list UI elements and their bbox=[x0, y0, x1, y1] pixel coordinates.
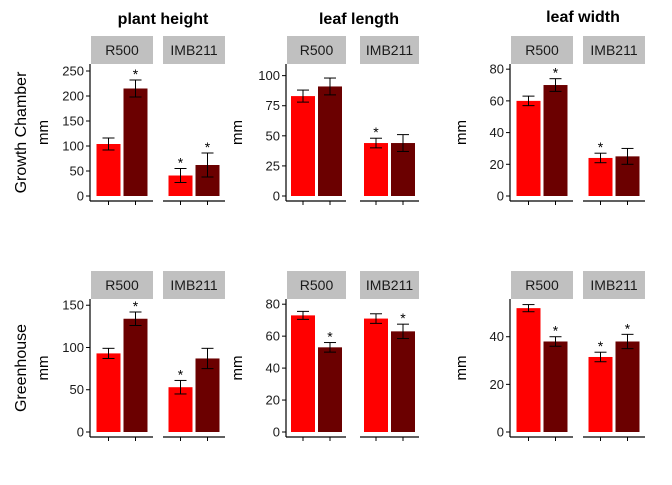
significance-marker: * bbox=[598, 338, 604, 354]
y-tick-label: 0 bbox=[497, 425, 504, 440]
bar bbox=[615, 341, 640, 432]
facet-strip-label: R500 bbox=[525, 42, 559, 58]
facet-strip bbox=[583, 271, 645, 299]
bar bbox=[588, 157, 613, 196]
significance-marker: * bbox=[133, 66, 139, 82]
facet-strip bbox=[163, 36, 225, 64]
y-tick-label: 40 bbox=[490, 125, 504, 140]
facet-strip-label: IMB211 bbox=[366, 42, 413, 58]
bar bbox=[96, 144, 121, 196]
significance-marker: * bbox=[178, 155, 184, 171]
facet-strip bbox=[91, 36, 153, 64]
y-axis-label: mm bbox=[229, 356, 246, 381]
y-tick-label: 60 bbox=[266, 329, 280, 344]
bar bbox=[516, 100, 541, 196]
column-title-plant-height: plant height bbox=[118, 11, 209, 28]
y-tick-label: 80 bbox=[266, 297, 280, 312]
significance-marker: * bbox=[133, 298, 139, 314]
significance-marker: * bbox=[327, 329, 333, 345]
significance-marker: * bbox=[178, 366, 184, 382]
y-axis-label: mm bbox=[35, 120, 52, 145]
y-tick-label: 50 bbox=[70, 382, 84, 397]
y-tick-label: 80 bbox=[490, 62, 504, 77]
y-tick-label: 60 bbox=[490, 93, 504, 108]
y-tick-label: 25 bbox=[266, 158, 280, 173]
row-label-greenhouse: Greenhouse bbox=[13, 324, 30, 412]
y-tick-label: 20 bbox=[490, 157, 504, 172]
facet-strip-label: IMB211 bbox=[590, 277, 637, 293]
bar bbox=[123, 88, 148, 196]
y-tick-label: 150 bbox=[62, 114, 84, 129]
significance-marker: * bbox=[373, 124, 379, 140]
y-tick-label: 0 bbox=[273, 189, 280, 204]
y-tick-label: 75 bbox=[266, 98, 280, 113]
facet-strip-label: IMB211 bbox=[366, 277, 413, 293]
bar bbox=[168, 175, 193, 196]
y-tick-label: 0 bbox=[77, 425, 84, 440]
y-tick-label: 0 bbox=[497, 189, 504, 204]
bar bbox=[588, 356, 613, 432]
y-tick-label: 40 bbox=[490, 329, 504, 344]
bar bbox=[318, 347, 342, 432]
bar bbox=[291, 315, 315, 432]
y-axis-label: mm bbox=[35, 356, 52, 381]
bar bbox=[168, 387, 193, 432]
bar bbox=[364, 143, 388, 196]
bar bbox=[96, 353, 121, 432]
y-tick-label: 100 bbox=[258, 68, 280, 83]
facet-strip bbox=[163, 271, 225, 299]
y-tick-label: 20 bbox=[266, 393, 280, 408]
row-label-growth-chamber: Growth Chamber bbox=[13, 71, 30, 193]
y-tick-label: 50 bbox=[266, 128, 280, 143]
facet-strip bbox=[287, 36, 346, 64]
significance-marker: * bbox=[400, 310, 406, 326]
facet-strip-label: R500 bbox=[105, 277, 139, 293]
y-tick-label: 0 bbox=[273, 425, 280, 440]
significance-marker: * bbox=[625, 320, 631, 336]
bar bbox=[364, 318, 388, 432]
facet-strip bbox=[287, 271, 346, 299]
column-title-leaf-length: leaf length bbox=[319, 11, 399, 28]
facet-strip-label: R500 bbox=[105, 42, 139, 58]
facet-strip-label: R500 bbox=[525, 277, 559, 293]
facet-strip-label: IMB211 bbox=[170, 42, 217, 58]
facet-strip-label: R500 bbox=[300, 277, 334, 293]
significance-marker: * bbox=[598, 139, 604, 155]
facet-strip bbox=[583, 36, 645, 64]
bar bbox=[318, 86, 342, 196]
bar bbox=[543, 341, 568, 432]
facet-strip bbox=[511, 36, 573, 64]
facet-strip bbox=[511, 271, 573, 299]
facet-strip bbox=[360, 271, 419, 299]
y-tick-label: 100 bbox=[62, 139, 84, 154]
y-tick-label: 200 bbox=[62, 89, 84, 104]
significance-marker: * bbox=[205, 139, 211, 155]
y-tick-label: 100 bbox=[62, 340, 84, 355]
y-tick-label: 20 bbox=[490, 377, 504, 392]
facet-strip-label: IMB211 bbox=[170, 277, 217, 293]
y-tick-label: 50 bbox=[70, 164, 84, 179]
y-axis-label: mm bbox=[453, 356, 470, 381]
y-tick-label: 150 bbox=[62, 298, 84, 313]
column-title-leaf-width: leaf width bbox=[546, 9, 620, 26]
y-axis-label: mm bbox=[229, 120, 246, 145]
y-tick-label: 250 bbox=[62, 64, 84, 79]
significance-marker: * bbox=[553, 323, 559, 339]
facet-strip bbox=[360, 36, 419, 64]
significance-marker: * bbox=[553, 65, 559, 81]
facet-strip-label: R500 bbox=[300, 42, 334, 58]
bar bbox=[516, 308, 541, 432]
bar bbox=[123, 318, 148, 432]
bar bbox=[543, 85, 568, 196]
bar bbox=[391, 331, 415, 432]
y-tick-label: 0 bbox=[77, 189, 84, 204]
facet-strip bbox=[91, 271, 153, 299]
facet-strip-label: IMB211 bbox=[590, 42, 637, 58]
bar bbox=[195, 358, 220, 432]
y-axis-label: mm bbox=[453, 120, 470, 145]
y-tick-label: 40 bbox=[266, 361, 280, 376]
bar bbox=[291, 96, 315, 196]
